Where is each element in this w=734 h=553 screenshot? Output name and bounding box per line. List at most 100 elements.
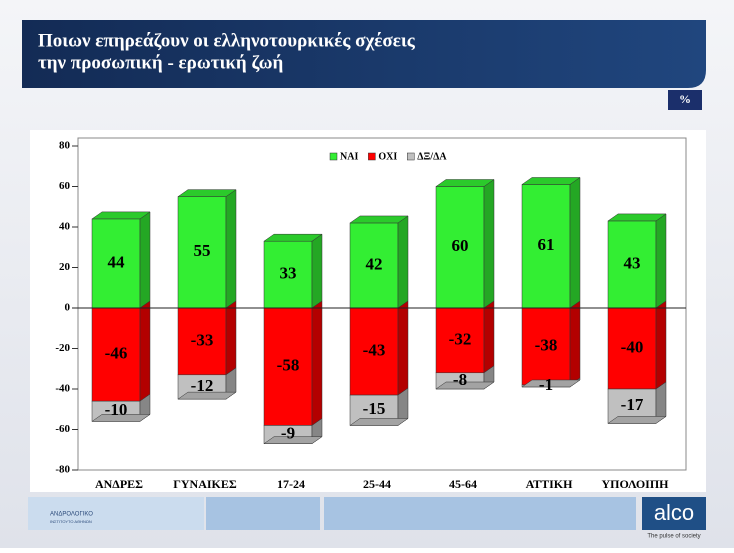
value-label: -33 [191,330,214,349]
y-tick-label: 0 [65,302,71,314]
bar-top [607,213,667,222]
value-label: -17 [621,395,644,414]
bar-side [139,300,151,402]
value-label: 33 [280,263,297,282]
footer-logo-box [28,497,204,530]
bar-top [91,211,151,220]
tagline: The pulse of society [647,534,700,540]
brand-box [642,497,706,530]
bar-top [349,418,409,426]
legend-swatch [329,152,338,161]
y-tick-label: 20 [59,261,71,273]
y-tick-label: -80 [55,464,70,476]
bar-top [91,414,151,422]
footer-band [324,497,636,530]
x-tick-label: ΥΠΟΛΟΙΠΗ [601,477,669,491]
value-label: -10 [105,400,128,419]
value-label: 61 [538,235,555,254]
value-label: -38 [535,335,558,354]
bar-top [263,436,323,444]
x-tick-label: 17-24 [277,477,305,491]
bar-side [483,179,495,309]
y-tick-label: 60 [59,180,71,192]
title-bar [22,20,706,88]
brand: alco [654,500,694,525]
y-tick-label: -20 [55,342,70,354]
value-label: -32 [449,329,472,348]
bar-segment [177,307,227,376]
x-tick-label: ΑΝΔΡΕΣ [95,477,143,491]
unit-label: % [679,92,691,106]
institute-sub: ΙΝΣΤΙΤΟΥΤΟ ΑΘΗΝΩΝ [50,519,92,524]
bar-segment [435,307,485,374]
bar-side [311,233,323,309]
bar-segment [263,240,313,309]
value-label: -15 [363,399,386,418]
bar-segment [607,307,657,390]
bar-segment [521,184,571,309]
bar-top [177,391,237,400]
bar-segment [435,186,485,309]
institute-name: ΑΝΔΡΟΛΟΓΙΚΟ [50,512,93,518]
title: Ποιων επηρεάζουν οι ελληνοτουρκικές σχέσ… [38,30,416,51]
x-tick-label: ΓΥΝΑΙΚΕΣ [173,477,237,491]
bar-top [607,416,667,424]
bar-top [349,215,409,224]
bar-side [397,215,409,309]
x-tick-label: 25-44 [363,477,391,491]
legend-label: ΔΞ/ΔΑ [417,151,447,162]
value-label: -8 [453,370,467,389]
y-tick-label: 80 [59,140,71,152]
bar-side [569,300,581,386]
value-label: 55 [194,241,211,260]
y-tick-label: 40 [59,221,71,233]
bar-segment [177,196,227,309]
bar-segment [91,307,141,402]
value-label: 60 [452,236,469,255]
bar-top [435,179,495,187]
subtitle: την προσωπική - ερωτική ζωή [38,52,283,73]
bar-top [263,233,323,242]
bar-segment [349,307,399,396]
bar-segment [349,222,399,309]
bar-top [521,177,581,185]
bar-side [225,300,237,376]
bar-side [655,213,667,309]
legend-swatch [407,152,415,161]
bar-side [483,300,495,374]
legend-label: ΝΑΙ [340,151,358,162]
y-tick-label: -60 [55,423,70,435]
bar-top [435,381,495,390]
x-tick-label: 45-64 [449,477,477,491]
bar-top [177,189,237,197]
bar-side [311,300,323,426]
bar-segment [521,307,571,386]
value-label: -40 [621,337,644,356]
bar-segment [607,220,657,309]
unit-badge [668,90,702,110]
bar-side [397,300,409,396]
legend-swatch [368,152,376,161]
value-label: 44 [108,252,126,271]
bar-segment [91,218,141,309]
x-tick-label: ΑΤΤΙΚΗ [526,477,574,491]
footer-band [206,497,320,530]
value-label: -46 [105,343,128,362]
value-label: 43 [624,253,641,272]
legend-label: ΟΧΙ [378,151,397,162]
bar-side [569,176,581,309]
value-label: -43 [363,340,386,359]
value-label: -12 [191,376,214,395]
value-label: 42 [366,254,383,273]
value-label: -58 [277,356,300,375]
bar-side [655,300,667,390]
value-label: -9 [281,423,295,442]
bar-side [225,189,237,309]
value-label: -1 [539,375,553,394]
bar-top [521,379,581,388]
bar-side [139,211,151,309]
y-tick-label: -40 [55,383,70,395]
bar-segment [263,307,313,426]
